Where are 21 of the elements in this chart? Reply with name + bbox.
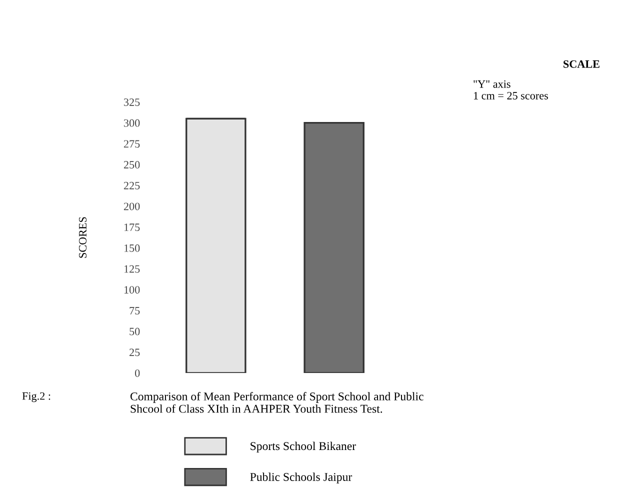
- y-tick-label: 150: [124, 244, 140, 252]
- y-tick-label: 0: [135, 369, 140, 377]
- y-axis-title: SCORES: [79, 217, 86, 258]
- text: SCALE: [564, 60, 600, 68]
- y-tick-label: 175: [124, 224, 140, 232]
- y-tick-label: 50: [130, 328, 140, 336]
- y-tick-label: 300: [124, 119, 140, 127]
- legend-label: Public Schools Jaipur: [250, 472, 352, 484]
- legend-label: Sports School Bikaner: [250, 442, 356, 452]
- y-tick-label: 325: [124, 98, 140, 106]
- y-tick-label: 250: [124, 161, 140, 169]
- caption: Fig.2 :: [22, 392, 50, 402]
- y-tick-label: 125: [124, 265, 140, 273]
- y-tick-label: 100: [124, 286, 140, 294]
- y-tick-label: 75: [130, 307, 140, 314]
- y-tick-label: 200: [124, 202, 140, 210]
- y-tick-label: 275: [124, 140, 140, 148]
- y-tick-label: 25: [130, 348, 140, 356]
- y-tick-label: 225: [124, 182, 140, 190]
- text: "Y" axis 1 cm = 25 scores: [474, 80, 548, 100]
- text: Comparison of Mean Performance of Sport School and Public Shcool of Class XIth in AAHPER Youth Fitness Test.: [130, 392, 424, 413]
